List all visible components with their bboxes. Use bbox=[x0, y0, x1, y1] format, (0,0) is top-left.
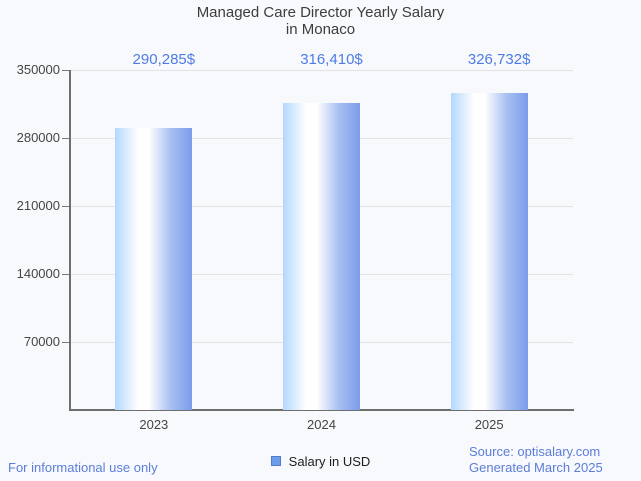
x-axis-label: 2024 bbox=[307, 417, 336, 432]
bar-2024 bbox=[283, 102, 360, 410]
x-axis-line bbox=[69, 409, 574, 411]
gridline bbox=[70, 70, 573, 71]
y-axis-label: 350000 bbox=[16, 62, 60, 77]
bar-2023 bbox=[115, 128, 193, 410]
legend: Salary in USD bbox=[0, 453, 641, 469]
y-axis-tick bbox=[62, 342, 70, 343]
y-axis-tick bbox=[62, 206, 70, 207]
x-axis-label: 2023 bbox=[139, 417, 169, 432]
legend-label: Salary in USD bbox=[288, 453, 371, 469]
source-text: Source: optisalary.com bbox=[469, 444, 601, 459]
legend-swatch-icon bbox=[270, 456, 281, 466]
y-axis-tick bbox=[62, 274, 70, 275]
source-block: Source: optisalary.com Generated March 2… bbox=[469, 444, 603, 476]
bar-value-label: 316,410$ bbox=[300, 51, 363, 68]
bar-value-label: 290,285$ bbox=[132, 51, 196, 68]
y-axis-label: 210000 bbox=[16, 198, 60, 213]
y-axis-tick bbox=[62, 138, 70, 139]
y-axis-label: 70000 bbox=[23, 334, 60, 349]
chart-title: Managed Care Director Yearly Salary in M… bbox=[196, 4, 445, 38]
disclaimer-text: For informational use only bbox=[8, 460, 158, 475]
y-axis-tick bbox=[62, 70, 70, 71]
y-axis-label: 140000 bbox=[16, 266, 60, 281]
x-axis-label: 2025 bbox=[474, 417, 504, 432]
bar-2025 bbox=[450, 92, 528, 410]
y-axis-label: 280000 bbox=[16, 130, 60, 145]
generated-text: Generated March 2025 bbox=[469, 460, 603, 475]
y-axis-line bbox=[69, 70, 71, 411]
bar-value-label: 326,732$ bbox=[467, 51, 531, 68]
